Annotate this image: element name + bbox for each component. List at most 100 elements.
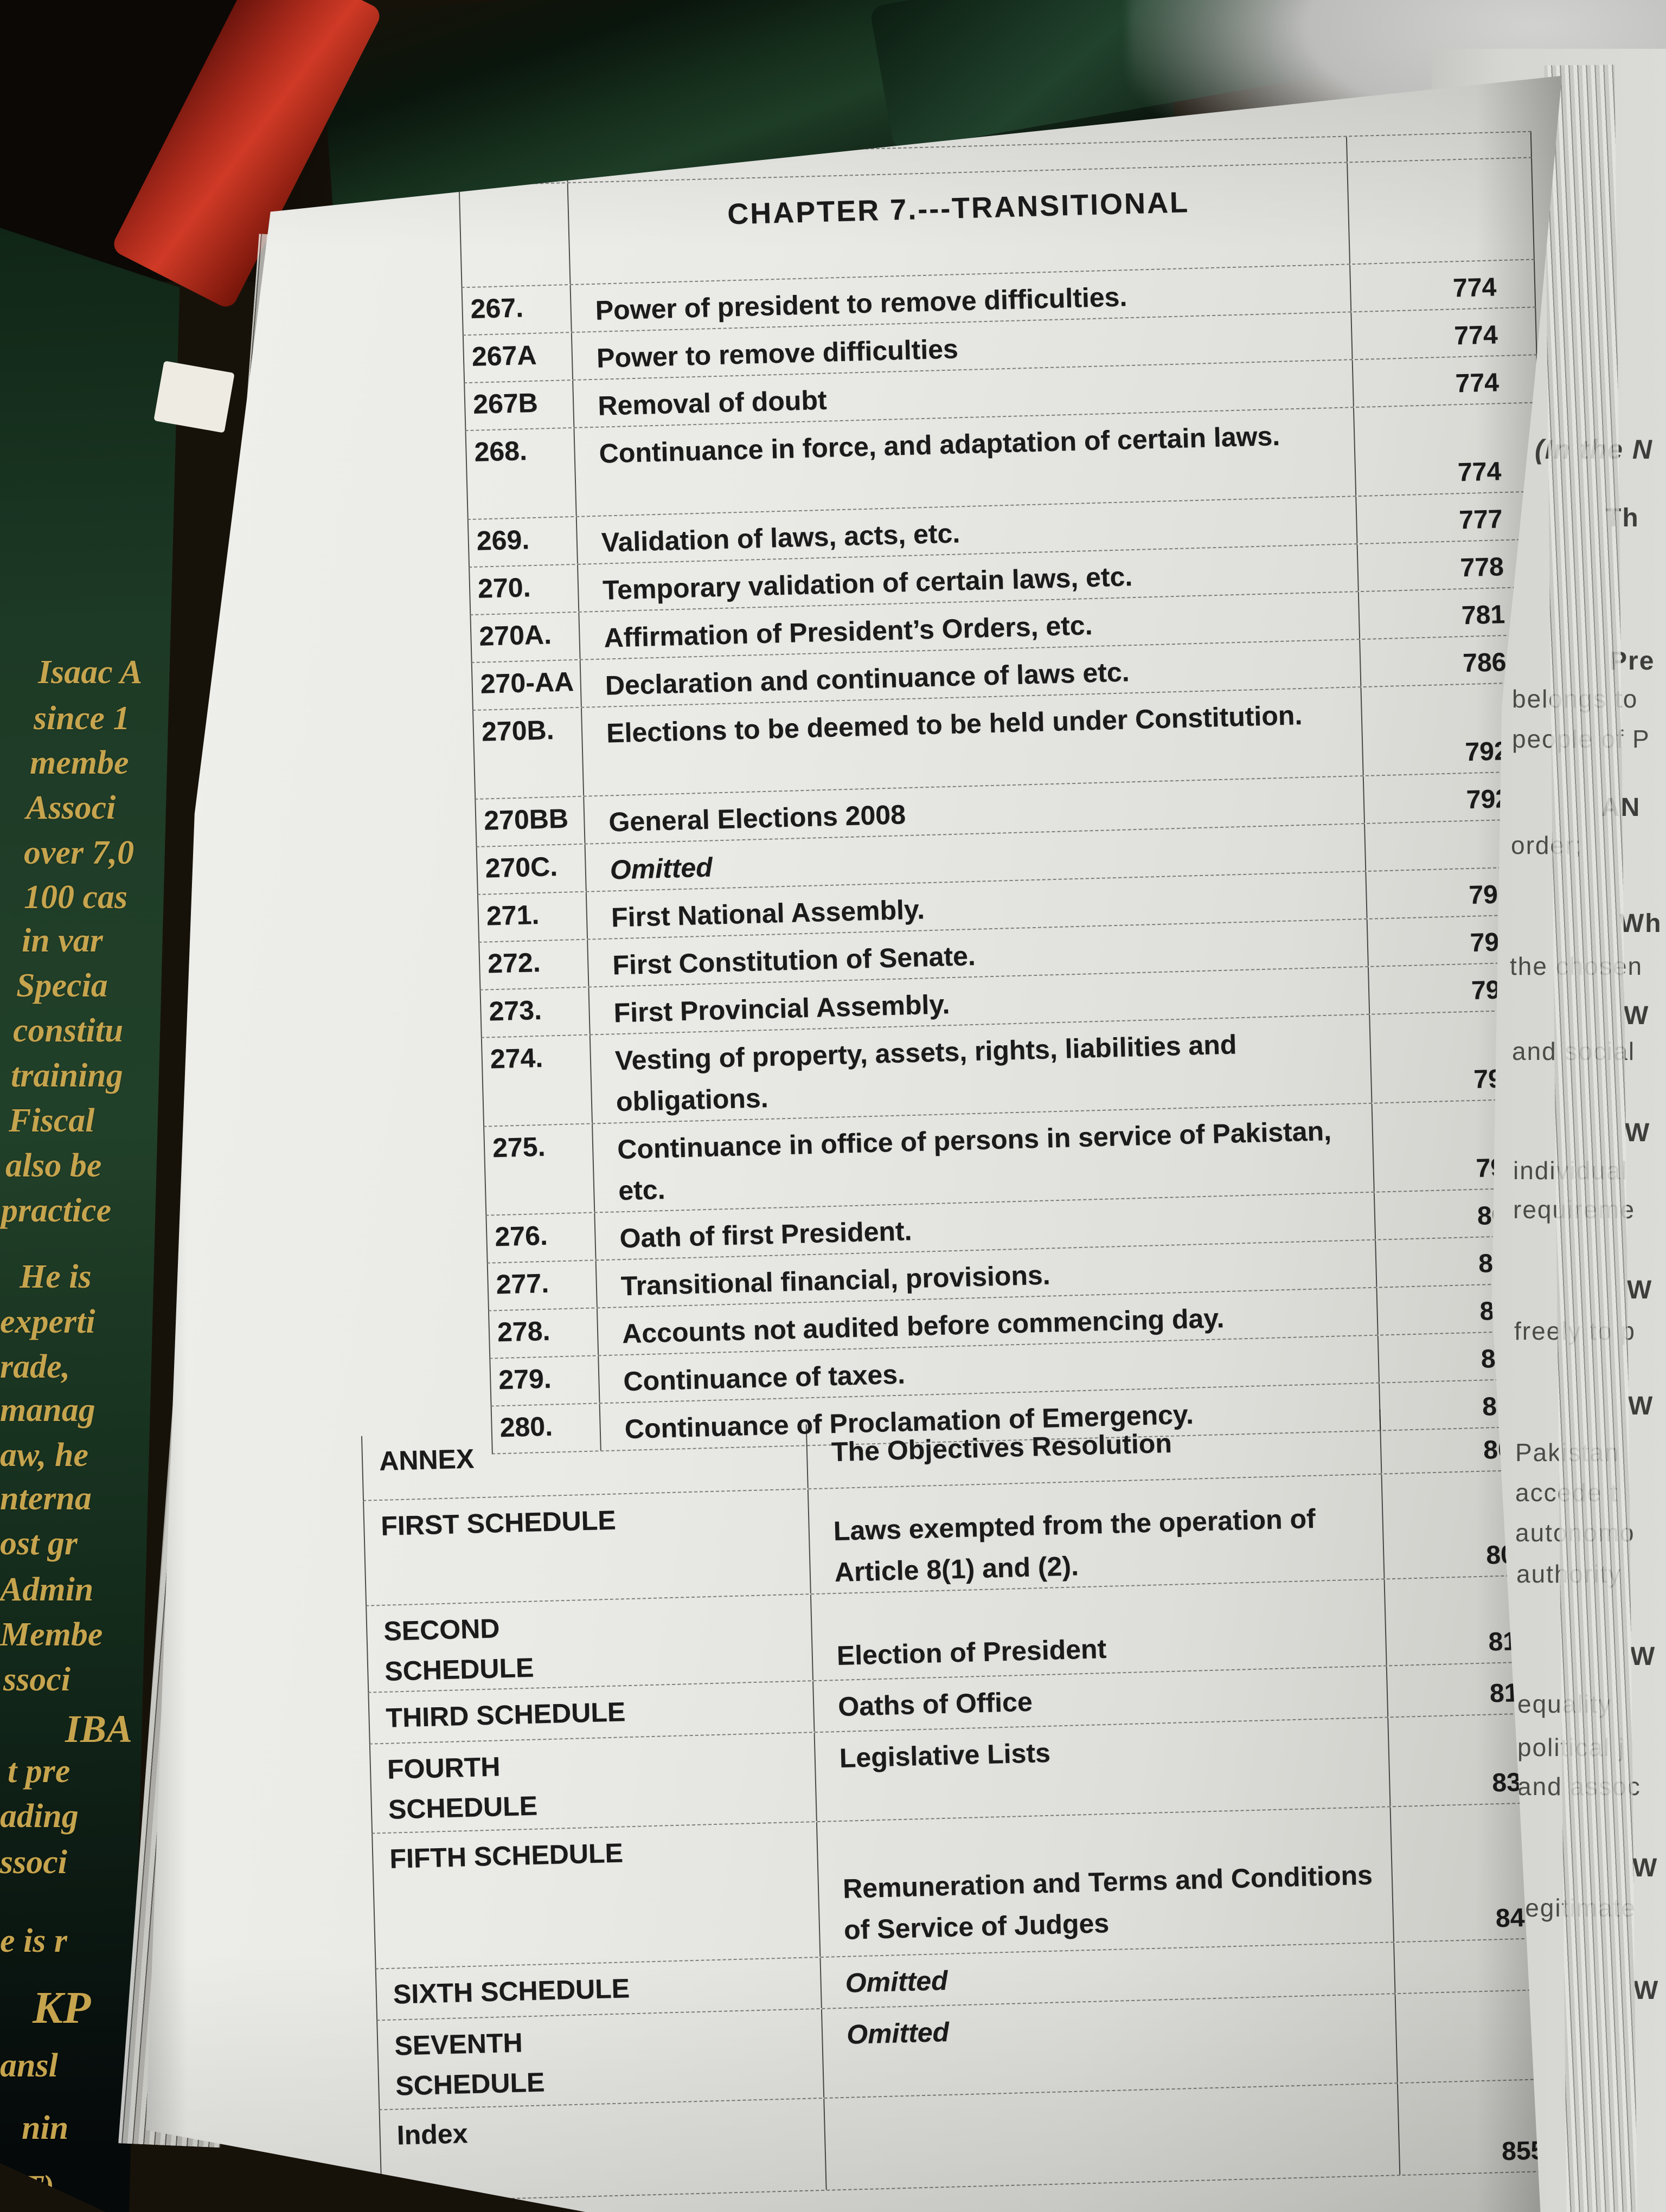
neighbor-page-text-fragment: W [1627, 1276, 1653, 1304]
article-number: 279. [490, 1356, 600, 1406]
annex-name-text: SEVENTH [394, 2027, 523, 2061]
cover-text-fragment: RT) [0, 2169, 54, 2206]
article-number: 278. [489, 1308, 599, 1358]
article-number: 270BB [476, 796, 586, 846]
annex-title-text: Election of President [836, 1634, 1107, 1671]
article-number-text: 279. [498, 1363, 552, 1396]
article-page: 774 [1350, 260, 1536, 312]
page-number: 778 [1459, 552, 1504, 583]
article-page-cell [1349, 228, 1535, 264]
article-number: 274. [482, 1035, 593, 1126]
article-number-cell [462, 254, 571, 287]
cover-text-fragment: nterna [0, 1480, 92, 1517]
annex-title-text: Omitted [846, 2016, 950, 2050]
article-page: 774 [1354, 403, 1541, 496]
cover-text-fragment: Associ [26, 789, 116, 826]
contents-page: xiv Contents CHAPTER 7.---TRANSITIONAL26… [146, 75, 1562, 2212]
cover-text-fragment: rade, [0, 1348, 71, 1385]
cover-text-fragment: ssoci [3, 1661, 71, 1698]
cover-text-fragment: ading [0, 1798, 79, 1835]
cover-text-fragment: over 7,0 [24, 834, 134, 871]
article-number-text: 268. [473, 435, 528, 467]
article-title-text: Continuance in office of persons in serv… [617, 1115, 1332, 1206]
article-title-text: Temporary validation of certain laws, et… [602, 561, 1133, 606]
article-title-text: Vesting of property, assets, rights, lia… [614, 1029, 1237, 1117]
article-number: 270. [470, 564, 580, 615]
page-number: 777 [1458, 505, 1503, 535]
article-number-text: 272. [487, 947, 541, 979]
cover-text-fragment: training [11, 1057, 123, 1094]
article-number-text: 267. [470, 292, 524, 324]
article-number-text: 277. [495, 1268, 549, 1300]
neighbor-page-text-fragment: W [1625, 1118, 1651, 1147]
annex-name: SEVENTH SCHEDULE [377, 2009, 825, 2110]
annex-title-text: Legislative Lists [839, 1737, 1051, 1773]
article-title-text: Elections to be deemed to be held under … [606, 699, 1303, 749]
article-number-text: 270-AA [479, 666, 574, 699]
cover-text-fragment: nin [22, 2110, 69, 2146]
neighbor-page-text-fragment: W [1630, 1642, 1656, 1671]
cover-text-fragment: manag [0, 1392, 95, 1429]
page-number: 786 [1462, 648, 1507, 678]
article-title-text: General Elections 2008 [608, 799, 906, 838]
paper-sticker [153, 361, 235, 433]
cover-text-fragment: Isaac A [38, 654, 143, 691]
article-number-text: 274. [490, 1042, 543, 1075]
article-page: 774 [1353, 355, 1539, 407]
annex-title-text: Remuneration and Terms and Conditions of… [842, 1860, 1373, 1945]
article-number: 276. [486, 1213, 597, 1263]
page-number: 781 [1461, 600, 1505, 631]
article-number-text: 270C. [484, 851, 558, 884]
article-number-text: 270B. [481, 715, 555, 747]
annex-title: Legislative Lists [815, 1718, 1391, 1822]
annex-name: FIRST SCHEDULE [364, 1489, 811, 1605]
article-number-text: 275. [492, 1131, 546, 1163]
annex-name: FOURTH SCHEDULE [370, 1733, 817, 1833]
cover-text-fragment: membe [30, 744, 129, 781]
article-title-text: Omitted [610, 852, 713, 885]
article-number-text: 273. [488, 994, 542, 1027]
article-number-text: 276. [494, 1220, 548, 1252]
article-title-text: Removal of doubt [597, 384, 828, 421]
article-number: 267A [463, 332, 574, 383]
article-title-text: Power to remove difficulties [596, 333, 959, 374]
annex-name: SECOND SCHEDULE [367, 1594, 814, 1692]
annex-name-text: Index [396, 2118, 469, 2151]
article-number-text: 270BB [483, 803, 569, 836]
annex-name-text: THIRD SCHEDULE [385, 1696, 626, 1733]
annex-title-text: Laws exempted from the operation of Arti… [833, 1503, 1316, 1588]
annex-name-text: FOURTH [387, 1751, 501, 1785]
cover-text-fragment: Fiscal [9, 1102, 95, 1139]
cover-text-fragment: aw, he [0, 1437, 89, 1474]
article-page: 777 [1356, 492, 1542, 544]
annex-title-text: Omitted [844, 1965, 949, 1998]
annex-name-text: SCHEDULE [395, 2067, 546, 2101]
cover-text-fragment: 100 cas [24, 879, 128, 916]
article-number: 270A. [471, 612, 581, 662]
cover-text-fragment: in var [22, 922, 103, 959]
article-title-text: Continuance of taxes. [623, 1359, 906, 1397]
article-title-text: Affirmation of President’s Orders, etc. [603, 610, 1093, 653]
article-title-text: Power of president to remove difficultie… [595, 281, 1127, 326]
page-number: 774 [1455, 368, 1500, 398]
annex-title: Laws exempted from the operation of Arti… [808, 1474, 1385, 1594]
page-content: xiv Contents CHAPTER 7.---TRANSITIONAL26… [146, 75, 1562, 2212]
article-number-text: 271. [486, 899, 540, 931]
annex-name-text: SECOND [383, 1613, 500, 1647]
annex-name-text: FIFTH SCHEDULE [389, 1837, 624, 1874]
page-number: 774 [1452, 273, 1497, 303]
cover-text-fragment: ssoci [0, 1844, 67, 1881]
cover-text-fragment: KP [33, 1983, 91, 2033]
article-number-text: 267A [471, 339, 537, 372]
article-number: 268. [466, 428, 577, 519]
article-number: 270C. [477, 844, 587, 894]
article-number: 271. [478, 892, 588, 942]
cover-text-fragment: ansl [0, 2047, 58, 2084]
neighbor-page-text-fragment: W [1624, 1001, 1650, 1030]
neighbor-page-text-fragment: Wh [1619, 909, 1662, 938]
article-number-text: 267B [472, 387, 539, 420]
article-number: 270B. [473, 708, 585, 799]
cover-text-fragment: IBA [65, 1707, 133, 1751]
cover-text-fragment: experti [0, 1303, 95, 1340]
